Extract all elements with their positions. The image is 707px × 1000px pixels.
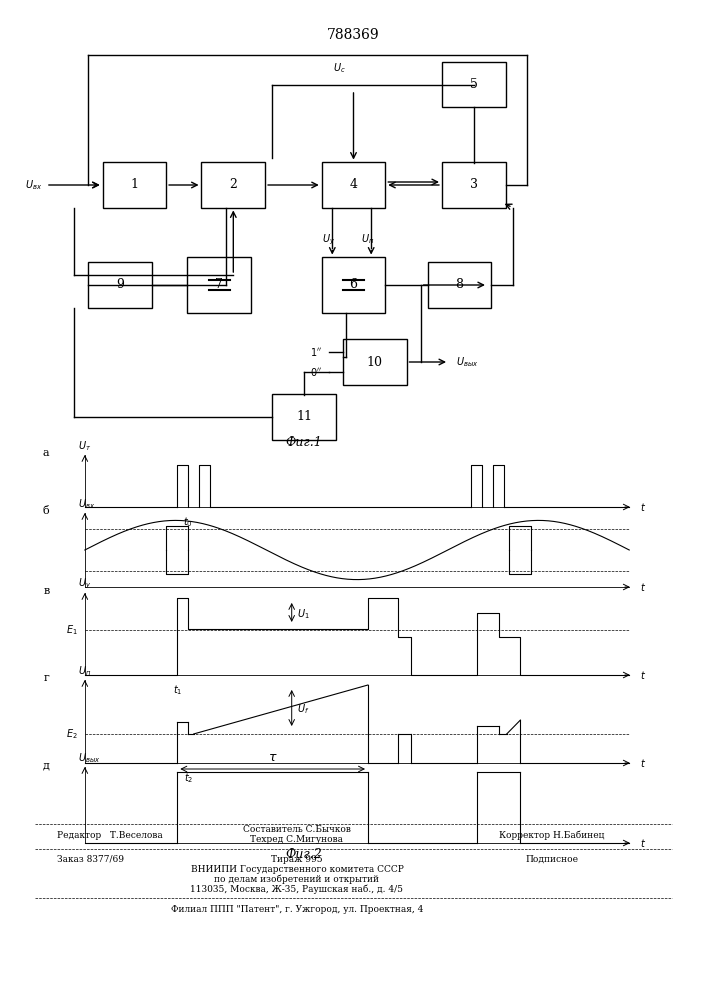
Text: 2: 2	[229, 178, 238, 192]
Text: 11: 11	[296, 410, 312, 424]
Text: 7: 7	[215, 278, 223, 292]
Text: $t$: $t$	[640, 669, 646, 681]
Text: $U_{вых}$: $U_{вых}$	[456, 355, 479, 369]
Text: $U_п$: $U_п$	[361, 232, 374, 246]
Text: $U_1$: $U_1$	[297, 607, 310, 621]
Text: $E_2$: $E_2$	[66, 727, 78, 741]
Text: $U_f$: $U_f$	[297, 703, 310, 716]
Text: Составитель С.Бычков: Составитель С.Бычков	[243, 824, 351, 834]
Text: Заказ 8377/69: Заказ 8377/69	[57, 854, 124, 863]
Text: по делам изобретений и открытий: по делам изобретений и открытий	[214, 874, 380, 884]
Text: 9: 9	[116, 278, 124, 292]
Text: $t$: $t$	[640, 757, 646, 769]
Text: Филиал ППП "Патент", г. Ужгород, ул. Проектная, 4: Филиал ППП "Патент", г. Ужгород, ул. Про…	[171, 906, 423, 914]
Bar	[442, 62, 506, 107]
Text: $U_y$: $U_y$	[322, 232, 335, 247]
Text: Подписное: Подписное	[525, 854, 578, 863]
Bar	[428, 262, 491, 308]
Text: $U_п$: $U_п$	[78, 664, 91, 678]
Text: $U_y$: $U_y$	[78, 577, 91, 591]
Text: $U_т$: $U_т$	[78, 439, 91, 453]
Text: ВНИИПИ Государственного комитета СССР: ВНИИПИ Государственного комитета СССР	[190, 864, 404, 874]
Bar	[442, 162, 506, 208]
Text: Корректор Н.Бабинец: Корректор Н.Бабинец	[498, 830, 604, 840]
Text: 6: 6	[349, 278, 358, 292]
Text: 788369: 788369	[327, 28, 380, 42]
Text: Техред С.Мигунова: Техред С.Мигунова	[250, 836, 344, 844]
Text: 10: 10	[367, 356, 382, 368]
Bar	[343, 340, 407, 384]
Text: $U_{вх}$: $U_{вх}$	[25, 178, 42, 192]
Text: 113035, Москва, Ж-35, Раушская наб., д. 4/5: 113035, Москва, Ж-35, Раушская наб., д. …	[190, 884, 404, 894]
Text: $t$: $t$	[640, 501, 646, 513]
Bar	[88, 262, 152, 308]
Text: а: а	[43, 448, 49, 458]
Bar	[272, 394, 336, 440]
Bar	[187, 257, 251, 312]
Text: б: б	[42, 506, 49, 516]
Text: Фиг.1: Фиг.1	[286, 436, 322, 450]
Bar	[322, 162, 385, 208]
Text: $t_0$: $t_0$	[183, 515, 193, 529]
Text: $0^{\prime\prime}$: $0^{\prime\prime}$	[310, 366, 322, 378]
Text: 4: 4	[349, 178, 358, 192]
Text: Редактор   Т.Веселова: Редактор Т.Веселова	[57, 830, 163, 840]
Text: Фиг.2: Фиг.2	[286, 848, 322, 861]
Text: д: д	[42, 760, 49, 770]
Text: Тираж 995: Тираж 995	[271, 854, 323, 863]
Text: $U_c$: $U_c$	[333, 61, 346, 75]
Text: $U_{вых}$: $U_{вых}$	[78, 751, 100, 765]
Bar	[201, 162, 265, 208]
Text: $E_1$: $E_1$	[66, 623, 78, 637]
Text: 8: 8	[455, 278, 464, 292]
Text: г: г	[44, 673, 49, 683]
Text: 3: 3	[469, 178, 478, 192]
Text: $U_{вх}$: $U_{вх}$	[78, 497, 95, 511]
Bar	[103, 162, 166, 208]
Text: 1: 1	[130, 178, 139, 192]
Text: в: в	[43, 586, 49, 596]
Text: $1^{\prime\prime}$: $1^{\prime\prime}$	[310, 346, 322, 358]
Text: $t_2$: $t_2$	[184, 771, 193, 785]
Text: $t$: $t$	[640, 837, 646, 849]
Text: $t$: $t$	[640, 581, 646, 593]
Text: 5: 5	[469, 79, 478, 92]
Text: $\tau$: $\tau$	[268, 751, 277, 764]
Bar	[322, 257, 385, 312]
Text: $t_1$: $t_1$	[173, 683, 182, 697]
